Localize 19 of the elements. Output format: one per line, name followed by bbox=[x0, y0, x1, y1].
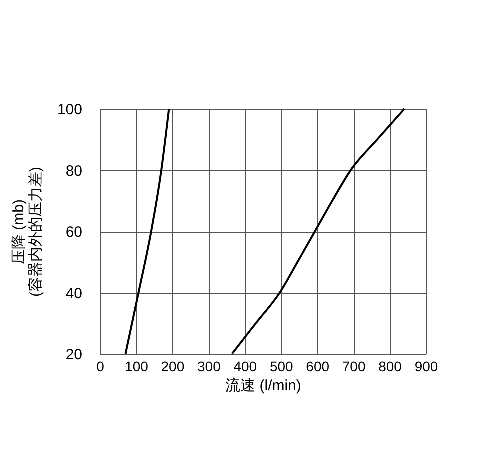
x-tick-label: 800 bbox=[378, 358, 402, 374]
y-tick-label: 80 bbox=[66, 162, 82, 180]
y-tick-label: 100 bbox=[57, 102, 82, 118]
x-tick-label: 900 bbox=[414, 358, 438, 374]
x-tick-label: 500 bbox=[270, 358, 294, 374]
x-tick-label: 0 bbox=[96, 358, 105, 374]
line-series bbox=[124, 108, 170, 355]
x-tick-label: 700 bbox=[342, 358, 366, 374]
line-series bbox=[231, 108, 406, 355]
y-tick-label: 20 bbox=[66, 346, 82, 364]
y-tick-label: 60 bbox=[66, 224, 82, 241]
x-tick-label: 300 bbox=[197, 358, 222, 374]
x-tick-label: 200 bbox=[161, 358, 185, 374]
y-axis-title: 压降 (mb) (容器内外的压力差) bbox=[10, 167, 44, 297]
x-axis-title: 流速 (l/min) bbox=[226, 378, 302, 394]
x-tick-label: 600 bbox=[306, 358, 330, 374]
x-tick-label: 400 bbox=[234, 358, 258, 374]
y-tick-label: 40 bbox=[66, 285, 82, 302]
x-tick-label: 100 bbox=[125, 358, 149, 374]
